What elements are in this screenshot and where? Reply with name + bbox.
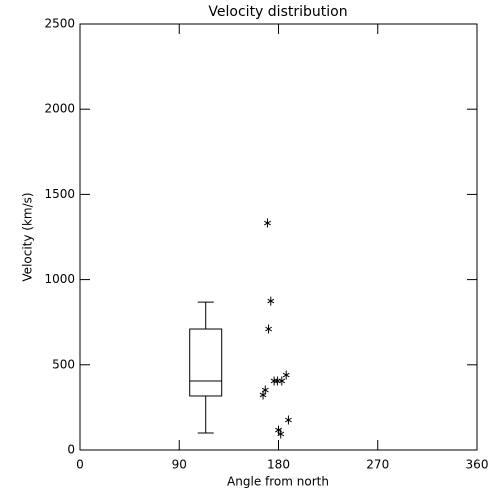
chart-title: Velocity distribution — [208, 4, 347, 20]
y-tick-label: 2000 — [44, 102, 75, 116]
y-axis-label: Velocity (km/s) — [21, 192, 35, 281]
asterisk-point — [265, 324, 272, 334]
asterisk-point — [277, 429, 285, 439]
y-tick-label: 500 — [52, 357, 75, 371]
x-tick-label: 270 — [366, 458, 389, 472]
asterisk-stroke — [278, 376, 286, 386]
asterisk-stroke — [264, 218, 271, 228]
y-tick-label: 2500 — [44, 17, 75, 31]
asterisk-stroke — [267, 296, 275, 306]
x-tick-label: 90 — [172, 458, 187, 472]
asterisk-point — [273, 376, 281, 386]
asterisk-stroke — [285, 415, 292, 425]
asterisk-point — [264, 218, 271, 228]
asterisk-point — [278, 376, 286, 386]
asterisk-point — [259, 390, 267, 400]
asterisk-stroke — [282, 370, 290, 380]
asterisk-stroke — [277, 429, 285, 439]
x-tick-label: 0 — [76, 458, 84, 472]
x-tick-label: 360 — [466, 458, 489, 472]
y-tick-label: 1500 — [44, 187, 75, 201]
asterisk-stroke — [270, 376, 278, 386]
asterisk-stroke — [265, 324, 272, 334]
y-tick-label: 0 — [67, 443, 75, 457]
y-tick-label: 1000 — [44, 272, 75, 286]
asterisk-stroke — [259, 390, 267, 400]
asterisk-point — [267, 296, 275, 306]
x-tick-label: 180 — [267, 458, 290, 472]
asterisk-stroke — [273, 376, 281, 386]
asterisk-point — [270, 376, 278, 386]
box — [189, 328, 223, 397]
plot-frame — [79, 23, 478, 451]
x-axis-label: Angle from north — [227, 475, 329, 489]
asterisk-point — [285, 415, 292, 425]
asterisk-point — [282, 370, 290, 380]
